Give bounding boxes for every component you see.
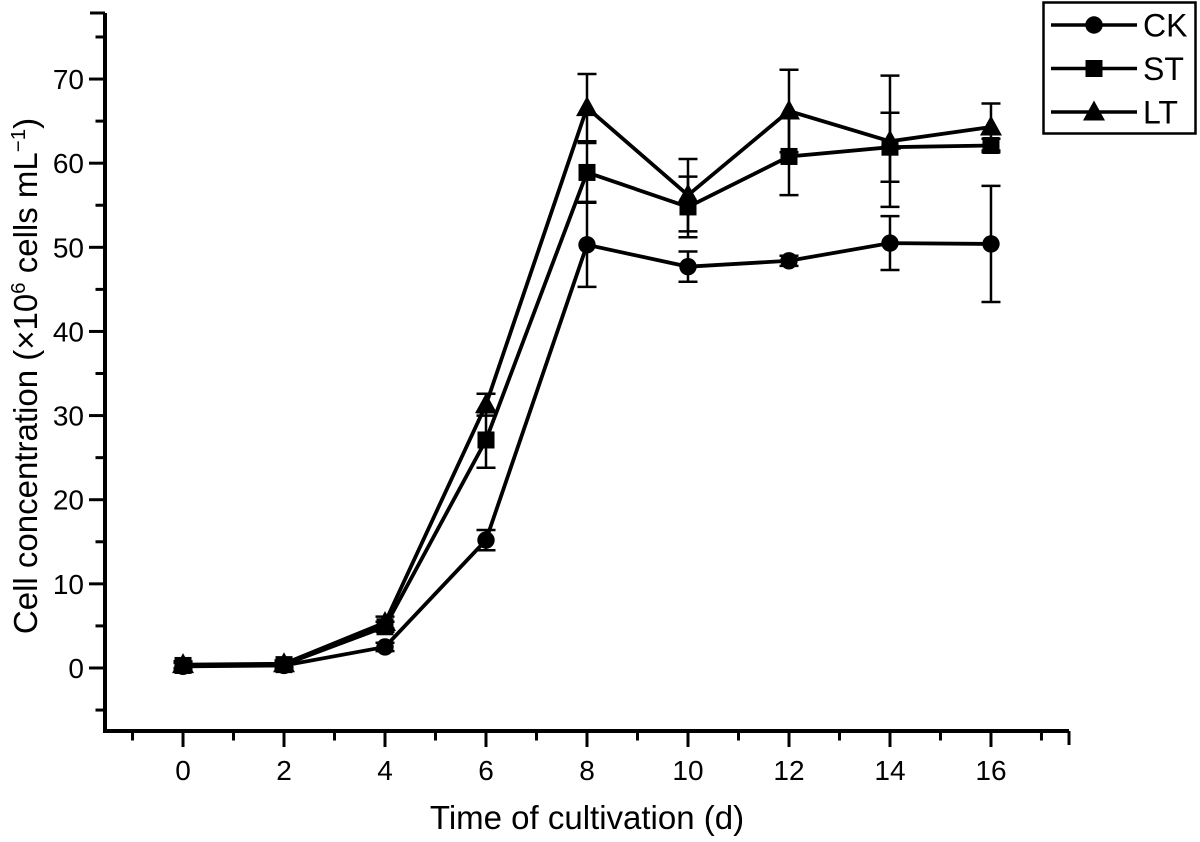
legend-label: CK bbox=[1143, 8, 1187, 44]
y-tick-label: 20 bbox=[53, 485, 84, 516]
circle-marker bbox=[679, 257, 697, 276]
legend-label: LT bbox=[1143, 95, 1178, 131]
triangle-marker bbox=[576, 96, 598, 117]
triangle-marker bbox=[676, 183, 699, 204]
x-tick-label: 8 bbox=[579, 755, 595, 786]
x-axis-title: Time of cultivation (d) bbox=[429, 799, 745, 836]
y-axis-title-text: cells mL bbox=[7, 152, 44, 283]
triangle-marker bbox=[1083, 100, 1105, 121]
circle-marker bbox=[982, 235, 1000, 253]
y-axis-title-superscript-exponent: −1 bbox=[7, 128, 30, 153]
circle-marker bbox=[376, 638, 394, 656]
y-axis-title-superscript-exponent: 6 bbox=[7, 282, 30, 294]
x-axis: 0 2 4 6 8 10 12 14 16 bbox=[131, 731, 1071, 786]
circle-marker bbox=[881, 234, 899, 252]
y-tick-label: 40 bbox=[53, 316, 84, 347]
square-marker bbox=[578, 163, 596, 181]
y-tick-label: 50 bbox=[53, 232, 84, 263]
x-tick-label: 6 bbox=[478, 755, 494, 786]
y-axis-title-text: ) bbox=[7, 117, 44, 129]
x-tick-label: 2 bbox=[276, 755, 292, 786]
triangle-marker bbox=[475, 393, 498, 414]
circle-marker bbox=[578, 236, 596, 254]
y-tick-label: 60 bbox=[53, 148, 84, 179]
triangle-marker bbox=[979, 115, 1002, 136]
triangle-marker bbox=[273, 652, 296, 673]
y-tick-label: 10 bbox=[53, 569, 84, 600]
series-ST bbox=[173, 111, 1001, 674]
square-marker bbox=[1085, 60, 1103, 77]
legend-entry-CK: CK bbox=[1051, 8, 1187, 44]
y-tick-label: 30 bbox=[53, 401, 84, 432]
circle-marker bbox=[1085, 16, 1103, 34]
triangle-marker bbox=[172, 653, 195, 674]
y-tick-label: 70 bbox=[53, 64, 84, 95]
square-marker bbox=[477, 431, 495, 449]
y-axis: 0 10 20 30 40 50 60 70 bbox=[53, 11, 105, 712]
legend-box: CK ST LT bbox=[1042, 1, 1197, 135]
y-axis-title-text: Cell concentration (×10 bbox=[7, 293, 44, 635]
x-tick-label: 10 bbox=[672, 755, 703, 786]
circle-marker bbox=[780, 252, 798, 270]
legend-entry-LT: LT bbox=[1051, 95, 1178, 131]
circle-marker bbox=[477, 531, 495, 549]
x-tick-label: 12 bbox=[773, 755, 804, 786]
x-tick-label: 0 bbox=[175, 755, 191, 786]
series-LT bbox=[172, 68, 1002, 674]
x-tick-label: 14 bbox=[874, 755, 905, 786]
y-tick-label: 0 bbox=[68, 653, 84, 684]
series-line-CK bbox=[183, 241, 991, 669]
triangle-marker bbox=[878, 129, 901, 150]
triangle-marker bbox=[777, 99, 800, 120]
x-tick-label: 4 bbox=[377, 755, 393, 786]
series-CK bbox=[173, 184, 1001, 676]
legend-entry-ST: ST bbox=[1051, 51, 1184, 87]
legend-label: ST bbox=[1143, 51, 1184, 87]
x-tick-label: 16 bbox=[975, 755, 1006, 786]
y-axis-title: Cell concentration (×106 cells mL−1) bbox=[7, 116, 49, 636]
triangle-marker bbox=[374, 611, 397, 632]
